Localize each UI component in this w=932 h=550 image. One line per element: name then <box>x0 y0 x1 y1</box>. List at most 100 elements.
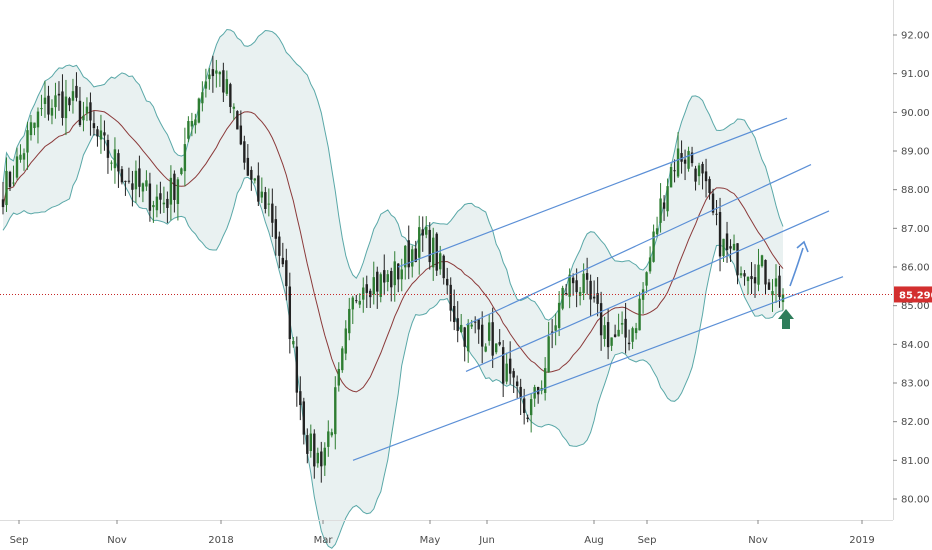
candle <box>522 388 526 425</box>
candle <box>36 107 40 144</box>
candle <box>309 424 313 458</box>
candle <box>124 180 127 196</box>
candle-body <box>54 95 57 108</box>
candle <box>201 81 204 112</box>
candle-body <box>432 237 435 268</box>
candle <box>274 205 278 256</box>
candle <box>218 70 222 87</box>
candle-body <box>631 328 634 342</box>
candle-body <box>337 368 340 386</box>
candle <box>561 285 564 311</box>
candle <box>547 321 550 373</box>
candle <box>348 297 351 341</box>
candle <box>711 188 715 216</box>
candle-body <box>285 260 288 287</box>
candle <box>215 59 218 88</box>
bollinger-lower-line <box>2 133 784 549</box>
candle-body <box>606 322 610 348</box>
candle <box>358 293 361 309</box>
candle <box>680 140 683 174</box>
candle <box>425 216 428 239</box>
candle <box>599 291 603 351</box>
candle <box>260 177 264 204</box>
candle-body <box>487 322 491 341</box>
candle-body <box>767 282 771 290</box>
candle <box>697 162 701 186</box>
candle <box>383 254 386 296</box>
candle <box>239 110 243 146</box>
candle <box>529 393 533 433</box>
candle-body <box>222 70 225 93</box>
candle-body <box>425 226 428 235</box>
candle <box>145 170 148 191</box>
candle <box>106 134 110 174</box>
candle <box>480 311 484 364</box>
candle-body <box>320 451 323 467</box>
candle <box>473 316 477 334</box>
candle <box>715 199 718 226</box>
candle-body <box>603 325 606 339</box>
candle-body <box>641 289 645 300</box>
x-tick-label: Nov <box>107 535 127 546</box>
candle-body <box>463 327 466 347</box>
candle <box>463 326 466 362</box>
candle <box>400 258 403 292</box>
candle <box>246 144 250 176</box>
candle <box>12 165 15 187</box>
candle-body <box>739 273 743 276</box>
candle <box>568 268 571 309</box>
candle <box>578 287 582 306</box>
candle <box>229 82 232 114</box>
candle <box>659 183 662 233</box>
candle-body <box>781 294 785 303</box>
candle <box>341 346 344 373</box>
candle-body <box>743 273 746 277</box>
candle-body <box>92 123 96 129</box>
candle-body <box>407 240 410 268</box>
candle-body <box>75 85 78 98</box>
candle-body <box>323 447 326 466</box>
candle-body <box>117 153 120 172</box>
candle <box>71 78 75 114</box>
y-tick-label: 80.00 <box>901 495 930 506</box>
candle <box>313 429 316 479</box>
time-axis: Sep Nov 2018 Mar May Jun Aug Sep Nov 2019 <box>0 520 893 546</box>
candle-body <box>460 324 463 333</box>
candle <box>694 165 697 191</box>
candle-body <box>110 162 113 164</box>
candle-body <box>473 321 477 323</box>
candle <box>432 227 435 281</box>
candle <box>271 188 274 238</box>
candle-body <box>208 74 211 80</box>
candle-body <box>508 358 512 374</box>
candle-body <box>99 130 103 140</box>
candle-body <box>267 203 271 205</box>
candle-body <box>729 246 732 249</box>
candle <box>743 269 746 286</box>
candle <box>299 376 302 421</box>
candle-body <box>236 111 239 130</box>
candle-body <box>145 180 148 187</box>
candle-body <box>183 144 187 172</box>
projection-arrow-head-icon <box>796 240 809 253</box>
candle <box>85 97 89 122</box>
candle-body <box>439 253 442 270</box>
candle <box>285 248 288 301</box>
candle-body <box>467 323 470 352</box>
candle <box>267 188 271 217</box>
candle-body <box>778 275 781 298</box>
y-tick-label: 85.00 <box>901 301 930 312</box>
x-tick-label: Sep <box>10 535 29 546</box>
candle-body <box>687 150 690 169</box>
candle-body <box>281 257 285 265</box>
candle <box>435 232 438 276</box>
candle-body <box>190 121 194 127</box>
candle <box>446 267 449 295</box>
candle-body <box>96 129 99 137</box>
candle <box>78 86 82 127</box>
candle <box>453 289 456 331</box>
candle-body <box>732 243 736 251</box>
candle-body <box>33 122 36 129</box>
candle <box>176 177 180 221</box>
candle <box>494 343 498 355</box>
